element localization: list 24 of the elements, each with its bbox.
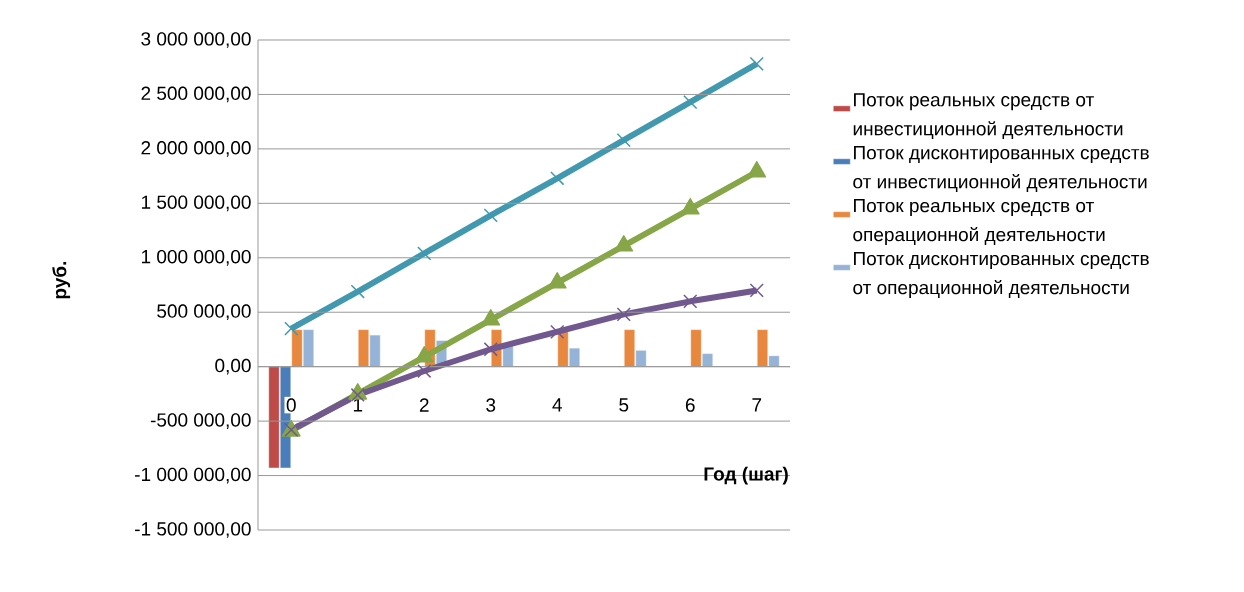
x-tick-label: 4 (552, 398, 562, 412)
x-tick-label: 3 (486, 398, 496, 412)
y-tick-label: -1 000 000,00 (135, 467, 251, 484)
x-tick-label: 0 (286, 398, 296, 412)
y-tick-label: 500 000,00 (157, 304, 251, 321)
y-tick-label: -500 000,00 (150, 413, 251, 429)
y-tick-label: 3 000 000,00 (141, 32, 251, 48)
x-tick-label: 1 (353, 398, 363, 412)
legend-label: Поток реальных средств от инвестиционной деятельности (853, 93, 1123, 140)
legend-label: Поток дисконтированных средств от инвестиционной деятельности (853, 146, 1149, 192)
y-tick-label: 1 500 000,00 (141, 195, 251, 212)
x-axis-title: Год (шаг) (704, 466, 788, 485)
y-tick-label: 2 500 000,00 (141, 86, 251, 103)
x-tick-label: 6 (685, 398, 695, 412)
y-tick-label: 2 000 000,00 (141, 141, 251, 157)
y-axis-title: руб. (52, 261, 71, 299)
legend-label: Поток дисконтированных средств от операционной деятельности (853, 252, 1149, 299)
y-tick-label: 0,00 (215, 358, 251, 375)
x-tick-label: 7 (752, 398, 762, 412)
y-tick-label: -1 500 000,00 (135, 522, 251, 538)
x-tick-label: 2 (419, 398, 429, 412)
legend-label: Поток реальных средств от операционной деятельности (853, 199, 1105, 246)
x-tick-label: 5 (619, 398, 629, 412)
y-tick-label: 1 000 000,00 (141, 249, 251, 266)
